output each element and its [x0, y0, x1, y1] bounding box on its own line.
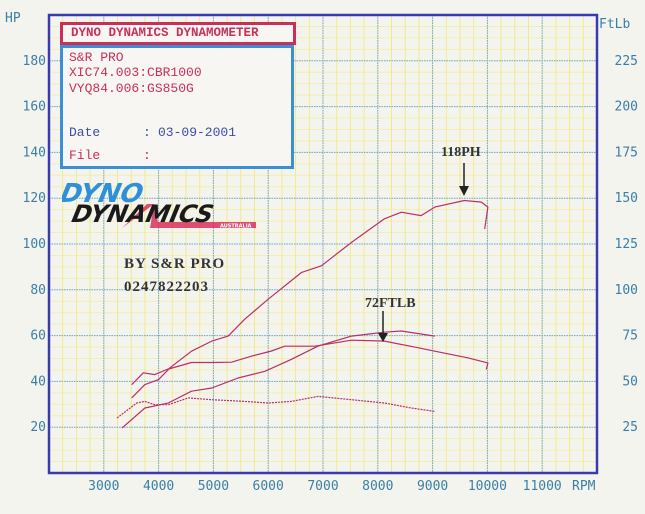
y-left-tick-label: 40 — [30, 374, 46, 389]
x-tick-label: 7000 — [307, 479, 338, 494]
date-label: Date — [69, 125, 101, 140]
y-left-tick-label: 100 — [23, 237, 46, 252]
y-right-tick-label: 125 — [615, 237, 638, 252]
x-tick-label: 5000 — [198, 479, 229, 494]
torque-peak-annotation: 72FTLB — [365, 296, 416, 311]
hp-peak-annotation: 118PH — [441, 145, 481, 160]
x-tick-label: 4000 — [143, 479, 174, 494]
y-right-tick-label: 200 — [615, 100, 638, 115]
run-2-id: VYQ84.006:GS850G — [69, 81, 194, 96]
y-left-tick-label: 180 — [23, 54, 46, 69]
torque-peak-arrowhead — [378, 333, 388, 342]
hp-peak-arrowhead — [459, 186, 469, 196]
y-right-tick-label: 150 — [615, 191, 638, 206]
plot-frame — [47, 13, 599, 475]
x-tick-label: 9000 — [417, 479, 448, 494]
logo-dynamics: DYNAMICS — [69, 199, 216, 228]
series-2-torque-line — [131, 339, 489, 386]
logo-australia: AUSTRALIA — [220, 224, 252, 230]
y-left-tick-label: 160 — [23, 100, 46, 115]
y-right-tick-label: 175 — [615, 145, 638, 160]
run-1-id: XIC74.003:CBR1000 — [69, 65, 202, 80]
y-left-tick-label: 20 — [30, 420, 46, 435]
chart-title-box: DYNO DYNAMICS DYNAMOMETER — [60, 22, 296, 45]
series-4-torque-line — [116, 395, 435, 419]
x-tick-label: 8000 — [362, 479, 393, 494]
y-right-tick-label: 75 — [622, 329, 638, 344]
shop-name: S&R PRO — [69, 50, 124, 65]
logo-dyno: DYNO — [62, 179, 146, 209]
y-left-tick-label: 140 — [23, 145, 46, 160]
date-value: 03-09-2001 — [158, 125, 237, 140]
file-separator: : — [143, 148, 151, 163]
x-tick-label: 3000 — [88, 479, 119, 494]
file-label: File — [69, 148, 101, 163]
x-axis-label: RPM — [572, 479, 596, 494]
chart-title: DYNO DYNAMICS DYNAMOMETER — [71, 26, 259, 40]
y-left-tick-label: 80 — [30, 283, 46, 298]
dyno-dynamics-logo: DYNO DYNAMICS AUSTRALIA — [62, 179, 256, 230]
y-right-tick-label: 225 — [615, 54, 638, 69]
y-right-tick-label: 25 — [622, 420, 638, 435]
logo-red-stripe — [122, 204, 256, 228]
date-separator: : — [143, 125, 151, 140]
y-right-axis-label: FtLb — [599, 17, 630, 32]
run-info-box: S&R PRO XIC74.003:CBR1000 VYQ84.006:GS85… — [60, 45, 294, 169]
y-right-tick-label: 100 — [615, 283, 638, 298]
x-tick-label: 11000 — [523, 479, 562, 494]
series-1-power-line — [131, 199, 489, 399]
x-tick-label: 6000 — [253, 479, 284, 494]
y-left-axis-label: HP — [5, 11, 21, 26]
x-tick-label: 10000 — [468, 479, 507, 494]
y-right-tick-label: 50 — [622, 374, 638, 389]
y-left-tick-label: 60 — [30, 329, 46, 344]
stamp-line-2: 0247822203 — [124, 279, 209, 295]
series-3-power-line — [121, 330, 435, 429]
y-left-tick-label: 120 — [23, 191, 46, 206]
stamp-line-1: BY S&R PRO — [124, 256, 226, 272]
